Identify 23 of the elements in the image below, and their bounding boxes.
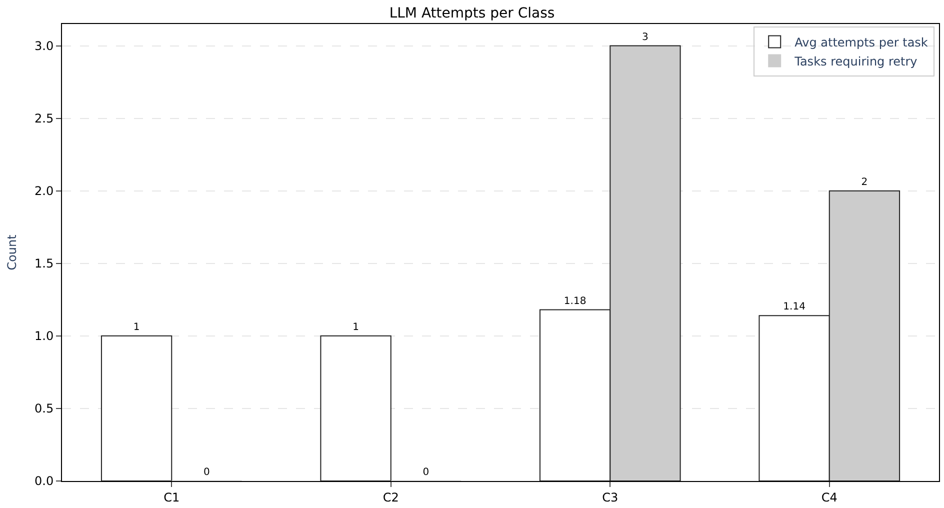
y-tick-label: 0.5 bbox=[34, 402, 54, 416]
y-axis-title: Count bbox=[4, 234, 19, 270]
legend-label: Tasks requiring retry bbox=[794, 54, 918, 68]
x-tick-label: C3 bbox=[602, 490, 618, 504]
data-label: 2 bbox=[861, 176, 868, 188]
y-tick-label: 1.5 bbox=[34, 256, 54, 271]
data-label: 0 bbox=[204, 467, 210, 478]
data-label: 0 bbox=[422, 467, 430, 478]
data-label: 1 bbox=[133, 322, 140, 333]
x-tick-label: C1 bbox=[164, 490, 180, 504]
y-tick-label: 2.5 bbox=[34, 112, 54, 126]
data-label: 3 bbox=[642, 32, 648, 43]
y-tick-label: 2.0 bbox=[34, 184, 54, 198]
chart-title: LLM Attempts per Class bbox=[389, 5, 555, 22]
data-label: 1.14 bbox=[783, 302, 806, 313]
y-tick-label: 0.0 bbox=[34, 474, 54, 488]
x-tick-label: C2 bbox=[382, 490, 399, 504]
data-label: 1 bbox=[352, 322, 359, 333]
y-tick-label: 3.0 bbox=[34, 38, 54, 53]
x-tick-label: C4 bbox=[821, 490, 838, 504]
data-label: 1.18 bbox=[564, 296, 586, 307]
y-tick-label: 1.0 bbox=[34, 329, 54, 344]
legend-label: Avg attempts per task bbox=[794, 35, 928, 50]
